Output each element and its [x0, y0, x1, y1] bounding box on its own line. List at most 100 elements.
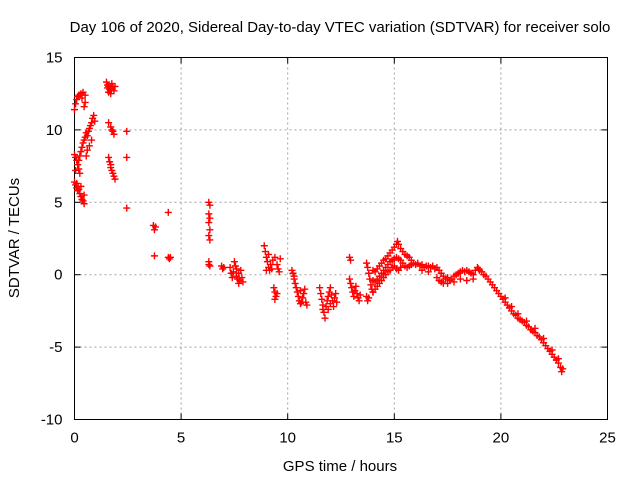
data-point [76, 152, 84, 160]
data-point [111, 82, 119, 90]
data-point [230, 258, 238, 266]
data-point [226, 263, 234, 271]
data-point [108, 126, 116, 134]
plot-frame [74, 57, 608, 420]
data-point [352, 282, 360, 290]
data-point [332, 290, 340, 298]
data-point [331, 294, 339, 302]
data-point [206, 236, 214, 244]
data-point [83, 146, 91, 154]
data-point [262, 266, 270, 274]
data-point [301, 285, 309, 293]
data-point [395, 240, 403, 248]
data-point [228, 274, 236, 282]
data-point [88, 119, 96, 127]
data-point [347, 256, 355, 264]
data-point [220, 263, 228, 271]
data-point [104, 84, 112, 92]
data-point [326, 284, 334, 292]
data-point [276, 255, 284, 263]
data-point [324, 305, 332, 313]
data-point [326, 300, 334, 308]
data-point [501, 294, 509, 302]
data-point [77, 148, 85, 156]
data-point [268, 265, 276, 273]
data-point [469, 275, 477, 283]
data-point [299, 294, 307, 302]
data-point [88, 136, 96, 144]
data-point [424, 268, 432, 276]
data-point [76, 169, 84, 177]
data-point [206, 262, 214, 270]
data-point [80, 200, 88, 208]
data-point [239, 278, 247, 286]
data-point [78, 195, 86, 203]
data-point [316, 284, 324, 292]
data-point [150, 252, 158, 260]
x-tick-label: 25 [599, 430, 616, 447]
data-point [508, 303, 516, 311]
data-point [365, 294, 373, 302]
data-point [75, 165, 83, 173]
data-point [271, 295, 279, 303]
data-point [85, 142, 93, 150]
data-point [233, 265, 241, 273]
data-point [90, 111, 98, 119]
data-point [78, 94, 86, 102]
axis-ticks: 0 5 10 15 20 25 -10 -5 0 5 10 15 [41, 50, 616, 447]
data-point [271, 253, 279, 261]
data-point [111, 175, 119, 183]
data-point [164, 208, 172, 216]
data-point [540, 334, 548, 342]
data-point [80, 191, 88, 199]
y-axis-label: SDTVAR / TECUs [6, 178, 23, 298]
data-point [364, 263, 372, 271]
data-point [293, 288, 301, 296]
data-point [296, 287, 304, 295]
data-point [205, 219, 213, 227]
y-tick-label: 0 [54, 267, 62, 284]
data-point [107, 90, 115, 98]
data-point [206, 201, 214, 209]
data-point [554, 355, 562, 363]
data-point [450, 278, 458, 286]
y-tick-label: 10 [46, 122, 63, 139]
data-point [275, 268, 283, 276]
data-point [333, 298, 341, 306]
data-point [80, 103, 88, 111]
data-point [270, 284, 278, 292]
data-point [72, 166, 80, 174]
data-point [235, 279, 243, 287]
data-point [267, 261, 275, 269]
data-point [559, 365, 567, 373]
data-point [294, 292, 302, 300]
data-point [82, 152, 90, 160]
data-point [318, 295, 326, 303]
data-point [83, 132, 91, 140]
data-point [303, 301, 311, 309]
data-point [367, 281, 375, 289]
x-tick-label: 5 [177, 430, 185, 447]
data-point [123, 153, 131, 161]
data-point [78, 143, 86, 151]
data-point [531, 324, 539, 332]
data-point [321, 314, 329, 322]
data-point [296, 300, 304, 308]
data-point [81, 98, 89, 106]
data-point [73, 179, 81, 187]
data-point [273, 261, 281, 269]
data-point [290, 272, 298, 280]
x-axis-label: GPS time / hours [283, 458, 397, 475]
data-point [74, 161, 82, 169]
data-point [165, 255, 173, 263]
data-point [110, 130, 118, 138]
data-point [363, 259, 371, 267]
data-point [237, 266, 245, 274]
chart-title: Day 106 of 2020, Sidereal Day-to-day VTE… [70, 19, 611, 36]
data-point [77, 182, 85, 190]
data-point [353, 290, 361, 298]
x-tick-label: 15 [386, 430, 403, 447]
y-tick-label: -10 [41, 412, 63, 429]
data-point [205, 210, 213, 218]
